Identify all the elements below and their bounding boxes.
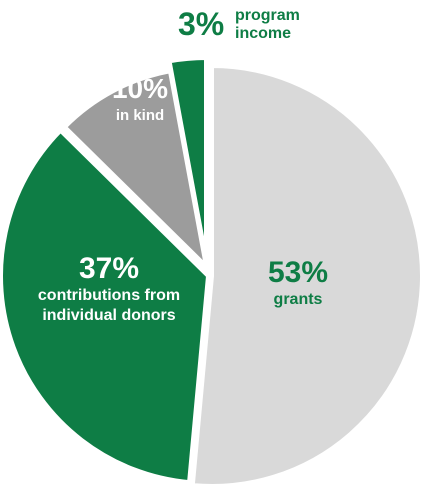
slice-caption-in-kind: in kind — [116, 107, 164, 124]
pie-slice-contributions-from-individual-donors — [0, 128, 210, 485]
slice-caption-contributions-from-individual-donors: contributions from — [38, 287, 180, 304]
slice-percent-grants: 53% — [268, 256, 328, 289]
slice-caption-program-income: program — [235, 7, 300, 24]
slice-percent-program-income: 3% — [178, 6, 224, 42]
pie-slice-in-kind — [62, 69, 208, 268]
slice-caption-grants: grants — [274, 291, 323, 308]
pie-slices — [0, 56, 424, 487]
pie-slice-grants — [190, 64, 424, 487]
slice-percent-in-kind: 10% — [112, 73, 168, 104]
slice-caption-contributions-from-individual-donors: individual donors — [42, 307, 175, 324]
pie-slice-program-income — [167, 56, 208, 260]
slice-caption-program-income: income — [235, 25, 291, 42]
slice-percent-contributions-from-individual-donors: 37% — [79, 252, 139, 285]
pie-labels: 53% grants 37% contributions from individual… — [38, 6, 328, 324]
